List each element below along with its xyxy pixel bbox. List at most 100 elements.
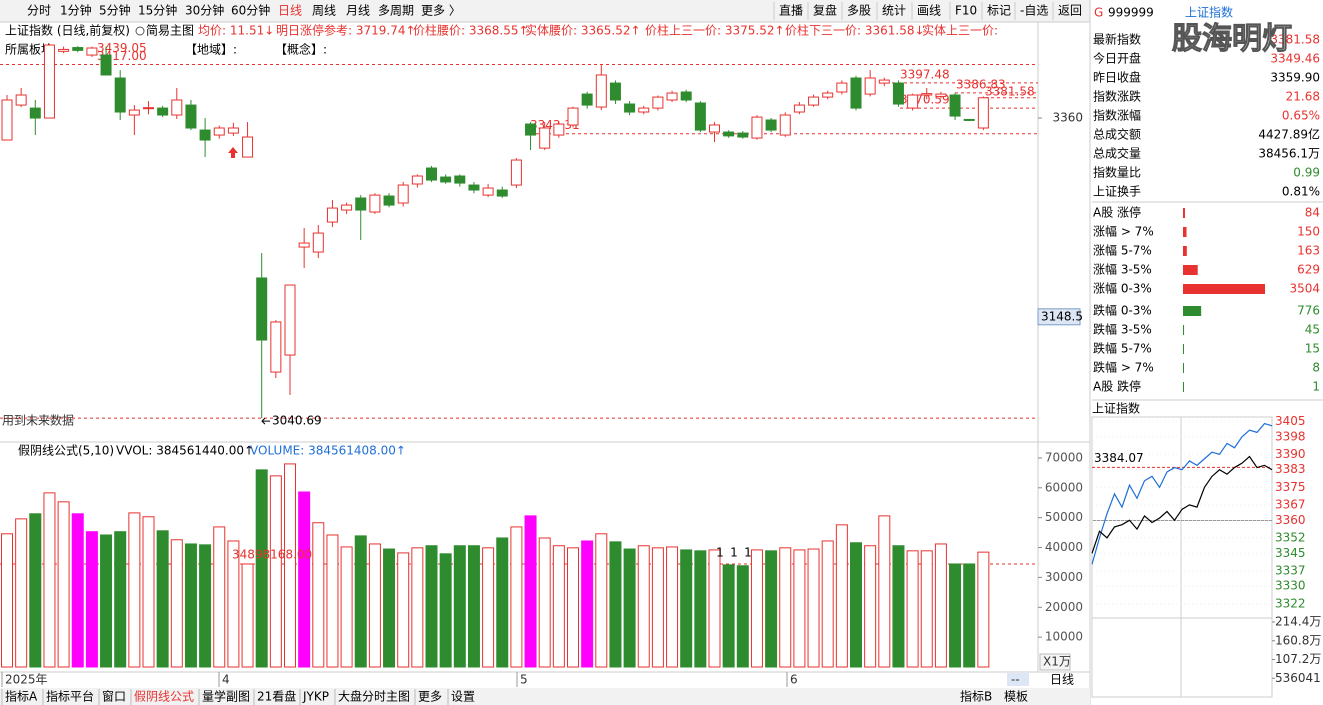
y-tick-label: 107.2万	[1275, 652, 1321, 666]
stock-code: 999999	[1108, 6, 1154, 20]
stat-value: 3381.58	[1270, 33, 1320, 47]
bottom-tab[interactable]: 量学副图	[202, 689, 250, 704]
period-tab[interactable]: 更多 〉	[421, 4, 461, 18]
breadth-bar	[1183, 382, 1184, 392]
volume-marker: 1	[716, 546, 724, 560]
toolbar-button[interactable]: 标记	[987, 4, 1011, 18]
candle-body	[751, 116, 763, 139]
bottom-tab[interactable]: JYKP	[302, 690, 329, 704]
volume-bar	[29, 513, 42, 668]
volume-bar	[524, 515, 537, 668]
unit-box	[1039, 653, 1071, 671]
period-tab[interactable]: 月线	[346, 4, 370, 18]
period-tab[interactable]: 分时	[27, 4, 51, 18]
period-tab[interactable]: 5分钟	[99, 3, 131, 18]
toolbar-button[interactable]: 画线	[917, 4, 941, 18]
volume-readout: VOLUME: 384561408.00↑	[250, 444, 406, 458]
volume-bar	[312, 522, 325, 668]
y-tick-label: 3398	[1275, 429, 1306, 443]
candle-body	[369, 194, 381, 213]
breadth-count: 150	[1297, 225, 1320, 239]
y-tick-label: 40000	[1045, 540, 1083, 554]
toolbar-button[interactable]: 复盘	[813, 3, 837, 18]
bottom-tab[interactable]: 21看盘	[257, 689, 296, 704]
bottom-tab[interactable]: 指标A	[5, 689, 38, 704]
toolbar-button[interactable]: 统计	[882, 4, 906, 18]
stat-value: 3359.90	[1270, 71, 1320, 85]
candle-body	[440, 176, 452, 183]
volume-bar	[651, 547, 664, 668]
stat-value: 0.81%	[1282, 185, 1320, 199]
y-tick-label: 3390	[1275, 447, 1306, 461]
volume-bar	[850, 542, 862, 668]
y-tick-label: 20000	[1045, 600, 1083, 614]
bottom-tab[interactable]: 指标B	[960, 689, 992, 704]
breadth-count: 15	[1305, 342, 1320, 356]
header-item: 明日涨停参考: 3719.74↑	[276, 23, 416, 38]
period-tab[interactable]: 15分钟	[138, 3, 177, 18]
volume-bar	[100, 534, 113, 668]
volume-bar	[170, 539, 183, 668]
toolbar-button[interactable]: 直播	[779, 4, 803, 18]
stat-value: 38456.1万	[1258, 147, 1320, 161]
bottom-tab[interactable]: 更多	[418, 690, 442, 704]
y-tick-label: 3345	[1275, 546, 1306, 560]
bottom-tab[interactable]: 模板	[1004, 690, 1028, 704]
volume-bar	[284, 463, 296, 668]
candle-body	[128, 109, 140, 116]
breadth-label: 跌幅 > 7%	[1093, 360, 1154, 375]
bottom-tab[interactable]: 窗口	[102, 690, 126, 704]
period-tab[interactable]: 多周期	[378, 4, 414, 18]
breadth-bar	[1183, 363, 1184, 373]
breadth-label: 跌幅 0-3%	[1093, 303, 1152, 318]
header-item: 上证指数 (日线,前复权)	[5, 23, 130, 38]
bottom-tab[interactable]: 设置	[451, 690, 475, 704]
stat-label: 昨日收盘	[1093, 70, 1141, 85]
volume-bar	[298, 491, 311, 668]
period-tab[interactable]: 1分钟	[60, 3, 92, 18]
candle-body	[185, 104, 197, 129]
volume-bar	[383, 548, 396, 668]
price-label: 3386.83	[956, 77, 1006, 91]
sector-label: 【地域】:	[185, 43, 237, 57]
candle-body	[426, 167, 437, 181]
x-tick-label: 5	[520, 673, 528, 687]
volume-bar	[765, 550, 778, 668]
volume-bar	[340, 546, 353, 668]
volume-bar	[793, 549, 806, 668]
reference-label: 34898168.00	[232, 548, 312, 562]
indicator-name: 假阴线公式(5,10)	[18, 444, 114, 458]
volume-bar	[609, 541, 622, 668]
scroll-badge-bg	[1007, 673, 1029, 686]
candle-body	[892, 82, 904, 105]
bottom-tab[interactable]: 大盘分时主图	[338, 689, 410, 704]
toolbar-button[interactable]: 多股	[847, 4, 871, 18]
stat-label: 指数量比	[1093, 165, 1141, 180]
candle-body	[680, 91, 692, 101]
candle-body	[836, 82, 848, 93]
period-tab[interactable]: 日线	[278, 4, 302, 18]
period-tab[interactable]: 30分钟	[185, 3, 224, 18]
y-tick-label: 3375	[1275, 480, 1306, 494]
toolbar-button[interactable]: F10	[955, 4, 977, 18]
period-tab[interactable]: 周线	[312, 4, 336, 18]
candle-body	[878, 79, 890, 84]
volume-bar	[15, 518, 28, 668]
period-badge: 日线	[1050, 673, 1074, 687]
bottom-tab[interactable]: 指标平台	[46, 689, 94, 704]
bottom-tab[interactable]: 假阴线公式	[134, 690, 194, 704]
tabbar-bg	[0, 688, 1090, 705]
toolbar-button[interactable]: 返回	[1058, 4, 1082, 18]
candle-body	[298, 242, 310, 248]
volume-marker: 1	[730, 546, 738, 560]
breadth-bar	[1183, 246, 1187, 256]
period-tab[interactable]: 60分钟	[231, 3, 270, 18]
volume-bar	[85, 531, 98, 668]
candle-body	[341, 204, 353, 211]
toolbar-button[interactable]: -自选	[1020, 4, 1048, 18]
vvol-readout: VVOL: 384561440.00↑	[116, 444, 254, 458]
candle-body	[58, 48, 70, 52]
x-tick-label: 2025年	[5, 673, 48, 687]
signal-arrow	[228, 147, 238, 158]
volume-bar	[637, 545, 650, 668]
